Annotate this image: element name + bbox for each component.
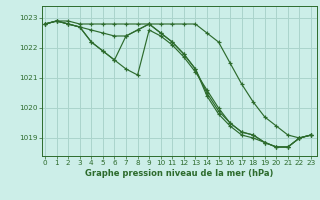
X-axis label: Graphe pression niveau de la mer (hPa): Graphe pression niveau de la mer (hPa) (85, 169, 273, 178)
